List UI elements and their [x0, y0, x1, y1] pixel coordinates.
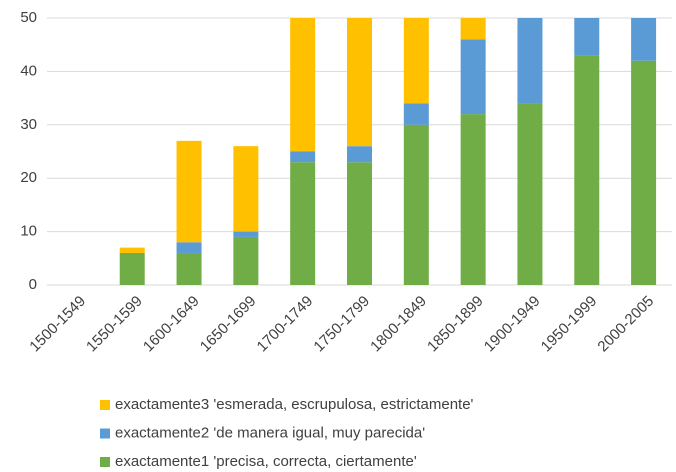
legend-swatch	[100, 428, 110, 439]
bar-segment	[403, 103, 429, 125]
y-tick-label: 10	[20, 223, 37, 240]
bar-segment	[631, 60, 657, 285]
bar-segment	[347, 18, 372, 147]
bar-segment	[517, 103, 543, 285]
y-tick-label: 40	[20, 62, 37, 79]
bar-segment	[347, 162, 372, 285]
x-tick-label: 1650-1699	[197, 293, 260, 356]
bars	[119, 18, 657, 286]
bar-segment	[290, 18, 316, 152]
y-tick-label: 20	[20, 169, 37, 186]
x-tick-label: 2000-2005	[594, 293, 657, 356]
y-tick-label: 30	[20, 116, 37, 133]
bar-segment	[460, 114, 486, 286]
bar-segment	[176, 252, 202, 285]
x-tick-label: 1950-1999	[538, 293, 601, 356]
bar-segment	[290, 162, 316, 285]
bar-segment	[347, 146, 372, 163]
bar-segment	[460, 39, 486, 115]
bar-segment	[176, 242, 202, 253]
x-tick-label: 1750-1799	[310, 293, 373, 356]
legend-swatch	[100, 400, 110, 410]
bar-segment	[460, 18, 486, 40]
bar-segment	[290, 151, 316, 163]
x-tick-label: 1900-1949	[481, 293, 544, 356]
bar-segment	[517, 18, 543, 104]
x-tick-label: 1800-1849	[367, 293, 430, 356]
x-tick-label: 1500-1549	[26, 293, 89, 356]
legend-label: exactamente3 'esmerada, escrupulosa, est…	[115, 396, 474, 413]
x-tick-label: 1600-1649	[140, 293, 203, 356]
legend-swatch	[100, 457, 110, 467]
legend-label: exactamente1 'precisa, correcta, ciertam…	[115, 453, 417, 470]
bar-segment	[574, 18, 600, 56]
bar-segment	[403, 124, 429, 285]
x-tick-label: 1700-1749	[254, 293, 317, 356]
bar-segment	[631, 18, 657, 61]
x-tick-label: 1850-1899	[424, 293, 487, 356]
bar-segment	[403, 18, 429, 104]
bar-segment	[176, 140, 202, 243]
y-tick-label: 0	[29, 276, 37, 293]
bar-segment	[233, 236, 259, 285]
bar-segment	[119, 252, 145, 285]
bar-segment	[233, 146, 259, 232]
bar-segment	[574, 55, 600, 285]
y-tick-label: 50	[20, 9, 37, 26]
legend-label: exactamente2 'de manera igual, muy parec…	[115, 424, 425, 441]
bar-segment	[119, 247, 145, 253]
bar-segment	[233, 231, 259, 237]
x-tick-label: 1550-1599	[83, 293, 146, 356]
